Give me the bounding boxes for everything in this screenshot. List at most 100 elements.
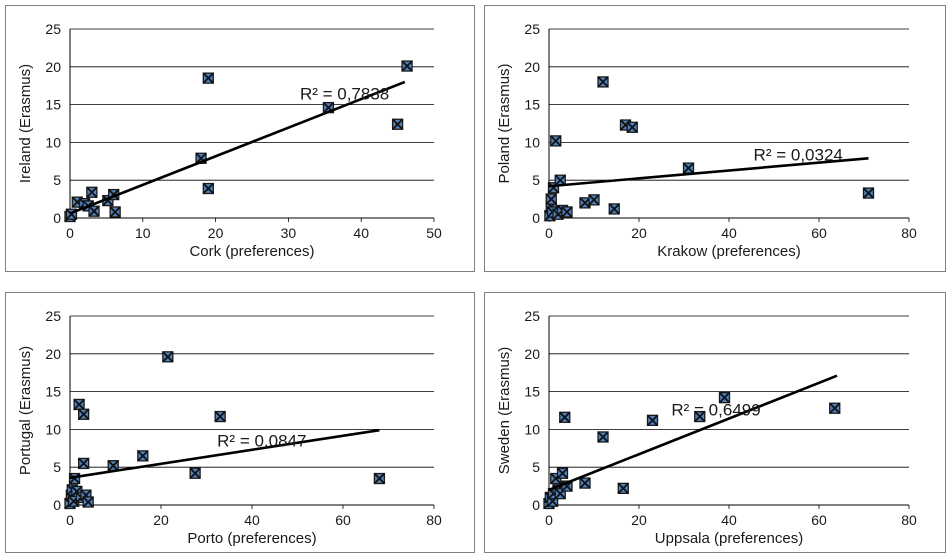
y-tick-label: 15 bbox=[45, 384, 61, 400]
x-tick-label: 40 bbox=[721, 512, 737, 528]
data-point bbox=[373, 472, 386, 485]
x-tick-label: 60 bbox=[811, 512, 827, 528]
data-point bbox=[608, 203, 620, 215]
chart-panel-sweden: 0 5 10 15 20 25 0 20 40 60 80 Uppsala (preferences)… bbox=[484, 292, 946, 553]
data-point bbox=[829, 402, 841, 414]
data-point bbox=[109, 206, 121, 218]
x-tick-label: 40 bbox=[721, 225, 737, 241]
x-tick-label: 60 bbox=[811, 225, 827, 241]
y-tick-label: 15 bbox=[45, 97, 61, 113]
data-point bbox=[162, 351, 174, 363]
data-point bbox=[718, 391, 731, 404]
y-tick-label: 20 bbox=[45, 346, 61, 362]
chart-sweden: 0 5 10 15 20 25 0 20 40 60 80 Uppsala (preferences)… bbox=[496, 308, 917, 547]
data-point bbox=[107, 460, 119, 472]
data-point bbox=[559, 411, 571, 423]
chart-portugal: 0 5 10 15 20 25 0 20 40 60 80 Porto (preferences) Po… bbox=[17, 308, 442, 547]
data-point bbox=[597, 431, 609, 443]
y-tick-label: 0 bbox=[53, 210, 61, 226]
x-tick-label: 0 bbox=[66, 225, 74, 241]
y-tick-label: 15 bbox=[524, 97, 540, 113]
x-tick-label: 0 bbox=[545, 512, 553, 528]
data-point bbox=[682, 162, 695, 174]
data-point bbox=[550, 135, 562, 147]
chart-ireland: 0 5 10 15 20 25 0 10 20 30 40 50 Cork (preferences) I… bbox=[17, 21, 442, 260]
x-tick-label: 20 bbox=[153, 512, 169, 528]
chart-panel-ireland: 0 5 10 15 20 25 0 10 20 30 40 50 Cork (preferences) I… bbox=[5, 5, 475, 272]
y-tick-label: 5 bbox=[53, 172, 61, 188]
y-tick-label: 0 bbox=[532, 497, 540, 513]
y-axis-title: Sweden (Erasmus) bbox=[496, 347, 513, 475]
chart-panel-portugal: 0 5 10 15 20 25 0 20 40 60 80 Porto (preferences) Po… bbox=[5, 292, 475, 553]
y-tick-label: 5 bbox=[532, 172, 540, 188]
x-axis-title: Uppsala (preferences) bbox=[655, 530, 803, 547]
y-axis-title: Portugal (Erasmus) bbox=[17, 346, 34, 475]
x-tick-label: 0 bbox=[66, 512, 74, 528]
y-tick-label: 10 bbox=[45, 421, 61, 437]
chart-panel-poland: 0 5 10 15 20 25 0 20 40 60 80 Krakow (preferences) P… bbox=[484, 5, 946, 272]
x-tick-label: 80 bbox=[901, 225, 917, 241]
x-tick-label: 0 bbox=[545, 225, 553, 241]
x-tick-label: 40 bbox=[244, 512, 260, 528]
r-squared-label: R² = 0,7838 bbox=[300, 85, 389, 104]
x-tick-label: 10 bbox=[135, 225, 151, 241]
y-tick-label: 25 bbox=[524, 308, 540, 324]
x-axis-title: Porto (preferences) bbox=[187, 530, 316, 547]
data-point bbox=[68, 472, 81, 485]
data-point bbox=[588, 194, 600, 206]
trendline bbox=[69, 428, 380, 480]
data-point bbox=[694, 410, 706, 423]
y-axis-title: Ireland (Erasmus) bbox=[17, 64, 34, 183]
trendline bbox=[548, 374, 838, 492]
x-tick-label: 60 bbox=[335, 512, 351, 528]
y-tick-label: 10 bbox=[524, 134, 540, 150]
trendline bbox=[69, 80, 406, 215]
y-tick-label: 10 bbox=[45, 134, 61, 150]
data-point bbox=[78, 408, 90, 420]
y-tick-label: 10 bbox=[524, 421, 540, 437]
data-point bbox=[556, 467, 569, 479]
y-tick-label: 20 bbox=[524, 59, 540, 75]
data-point bbox=[214, 410, 226, 423]
x-axis-title: Krakow (preferences) bbox=[657, 243, 800, 260]
data-point bbox=[626, 121, 638, 133]
y-tick-label: 25 bbox=[524, 21, 540, 37]
x-tick-label: 50 bbox=[426, 225, 442, 241]
x-tick-label: 80 bbox=[426, 512, 442, 528]
x-tick-label: 40 bbox=[353, 225, 369, 241]
data-point bbox=[401, 60, 413, 72]
y-tick-label: 25 bbox=[45, 308, 61, 324]
y-tick-label: 5 bbox=[53, 459, 61, 475]
x-tick-label: 80 bbox=[901, 512, 917, 528]
data-point bbox=[617, 482, 629, 495]
x-axis-title: Cork (preferences) bbox=[189, 243, 314, 260]
data-point bbox=[88, 205, 100, 217]
data-point bbox=[78, 457, 90, 470]
data-point bbox=[862, 187, 875, 199]
r-squared-label: R² = 0,6499 bbox=[671, 401, 760, 420]
x-tick-label: 30 bbox=[281, 225, 297, 241]
data-point bbox=[73, 398, 85, 411]
x-tick-label: 20 bbox=[631, 225, 647, 241]
trendline bbox=[548, 156, 869, 188]
data-point bbox=[597, 76, 609, 88]
data-point bbox=[545, 193, 557, 205]
x-tick-label: 20 bbox=[631, 512, 647, 528]
y-tick-label: 25 bbox=[45, 21, 61, 37]
r-squared-label: R² = 0,0324 bbox=[754, 145, 843, 164]
data-point bbox=[202, 72, 214, 84]
data-point bbox=[202, 182, 214, 195]
data-point bbox=[646, 414, 659, 426]
data-point bbox=[137, 450, 149, 462]
data-point bbox=[579, 477, 591, 489]
y-axis-title: Poland (Erasmus) bbox=[496, 63, 513, 183]
data-point bbox=[391, 118, 404, 130]
y-tick-label: 20 bbox=[45, 59, 61, 75]
y-tick-label: 15 bbox=[524, 384, 540, 400]
data-point bbox=[82, 496, 94, 508]
y-tick-label: 0 bbox=[532, 210, 540, 226]
chart-poland: 0 5 10 15 20 25 0 20 40 60 80 Krakow (preferences) P… bbox=[496, 21, 917, 260]
r-squared-label: R² = 0,0847 bbox=[217, 431, 306, 450]
data-point bbox=[561, 206, 573, 218]
data-point bbox=[86, 186, 98, 198]
